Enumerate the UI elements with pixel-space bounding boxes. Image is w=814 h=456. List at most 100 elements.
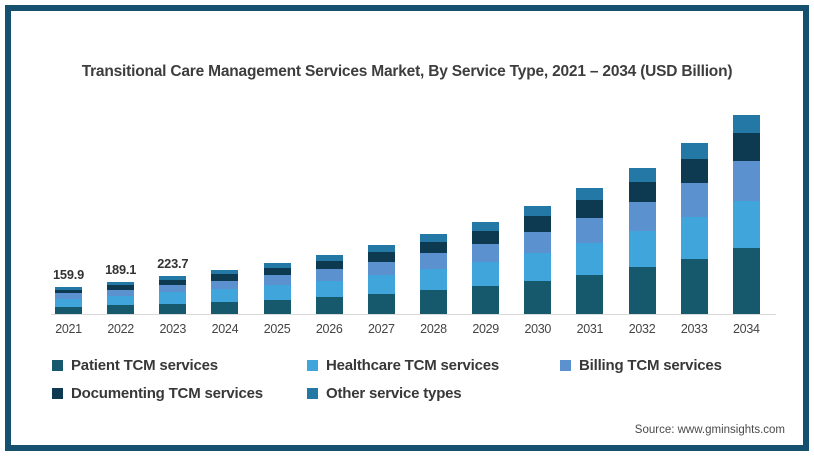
bar-group-2033 — [680, 143, 708, 314]
bar-segment — [367, 261, 395, 276]
x-axis-label: 2032 — [628, 322, 656, 336]
bar-group-2021: 159.9 — [52, 266, 85, 314]
bar-segment — [472, 230, 500, 244]
bar-group-2022: 189.1 — [105, 262, 136, 314]
bar-segment — [211, 301, 239, 314]
bar-segment — [524, 252, 552, 281]
bar-segment — [419, 241, 447, 254]
bar-segment — [628, 267, 656, 314]
bar-segment — [576, 242, 604, 275]
bar-segment — [263, 268, 291, 276]
bar-stack — [211, 269, 239, 314]
bar-segment — [680, 258, 708, 314]
legend-swatch-documenting-icon — [52, 388, 63, 399]
x-axis-label: 2021 — [55, 322, 82, 336]
bar-segment — [55, 293, 82, 299]
bar-segment — [524, 231, 552, 253]
bar-segment — [628, 231, 656, 268]
legend-swatch-patient-icon — [52, 360, 63, 371]
bar-segment — [211, 289, 239, 302]
bar-group-2030 — [524, 206, 552, 314]
bar-group-2031 — [576, 188, 604, 314]
legend-label: Healthcare TCM services — [326, 357, 499, 374]
bar-segment — [107, 295, 135, 306]
legend-label: Billing TCM services — [579, 357, 722, 374]
bar-segment — [367, 293, 395, 314]
source-note: Source: www.gminsights.com — [634, 424, 785, 436]
legend-item-other-service-types: Other service types — [307, 385, 560, 402]
x-axis-label: 2029 — [472, 322, 499, 336]
bar-stack — [628, 168, 656, 314]
x-axis-label: 2034 — [733, 322, 760, 336]
bar-segment — [315, 254, 343, 261]
x-axis-label: 2028 — [420, 322, 447, 336]
bar-segment — [211, 274, 239, 281]
bar-segment — [472, 286, 500, 314]
bar-group-2025 — [263, 263, 291, 314]
bar-stack — [159, 275, 187, 314]
bar-group-2028 — [419, 233, 447, 314]
bar-segment — [576, 200, 604, 218]
bar-segment — [419, 290, 447, 314]
bar-segment — [419, 253, 447, 269]
bar-segment — [159, 303, 187, 314]
legend-swatch-healthcare-icon — [307, 360, 318, 371]
bar-segment — [263, 263, 291, 269]
bar-group-2027 — [367, 245, 395, 314]
bar-stack — [732, 115, 760, 314]
bar-segment — [732, 115, 760, 133]
bar-segment — [107, 289, 135, 296]
x-axis-label: 2027 — [368, 322, 395, 336]
legend-item-documenting-tcm-services: Documenting TCM services — [52, 385, 307, 402]
bar-segment — [472, 221, 500, 231]
bar-segment — [211, 280, 239, 290]
bar-stack — [524, 206, 552, 314]
legend-label: Documenting TCM services — [71, 385, 263, 402]
bar-segment — [159, 292, 187, 304]
bar-value-label: 223.7 — [157, 255, 189, 271]
bar-segment — [732, 132, 760, 161]
bar-stack — [55, 286, 82, 314]
bar-segment — [315, 280, 343, 298]
bar-segment — [419, 233, 447, 242]
chart-frame: Transitional Care Management Services Ma… — [5, 5, 809, 451]
bar-segment — [263, 299, 291, 314]
bar-stack — [680, 143, 708, 314]
bar-segment — [576, 274, 604, 314]
bar-group-2024 — [211, 269, 239, 314]
bar-segment — [315, 269, 343, 281]
bar-segment — [367, 252, 395, 262]
bar-value-label: 159.9 — [52, 266, 85, 282]
bar-segment — [159, 285, 187, 293]
bar-segment — [524, 280, 552, 314]
legend-swatch-other-icon — [307, 388, 318, 399]
bar-segment — [680, 182, 708, 217]
bar-segment — [55, 289, 82, 294]
bar-group-2023: 223.7 — [157, 255, 189, 314]
chart-canvas: Transitional Care Management Services Ma… — [11, 11, 803, 445]
bar-stack — [263, 263, 291, 314]
bar-segment — [472, 243, 500, 262]
bar-segment — [628, 181, 656, 203]
bar-group-2029 — [472, 221, 500, 314]
bar-segment — [576, 217, 604, 243]
plot-area: 159.9 189.1 223.7 — [52, 84, 760, 314]
bar-segment — [576, 188, 604, 201]
bar-stack — [576, 188, 604, 314]
bar-segment — [472, 261, 500, 287]
bar-segment — [680, 143, 708, 159]
bar-segment — [367, 275, 395, 294]
legend: Patient TCM services Healthcare TCM serv… — [52, 357, 722, 402]
x-axis-label: 2022 — [107, 322, 134, 336]
x-axis-labels: 2021 2022 2023 2024 2025 2026 2027 2028 2029 2030… — [55, 322, 760, 336]
x-axis-label: 2026 — [315, 322, 343, 336]
bar-segment — [315, 260, 343, 270]
bar-group-2032 — [628, 168, 656, 314]
legend-item-billing-tcm-services: Billing TCM services — [560, 357, 722, 374]
bar-segment — [419, 268, 447, 291]
x-axis-label: 2031 — [576, 322, 604, 336]
bar-segment — [263, 285, 291, 300]
bar-segment — [732, 200, 760, 249]
bar-segment — [211, 269, 239, 275]
x-axis-baseline — [51, 314, 776, 315]
